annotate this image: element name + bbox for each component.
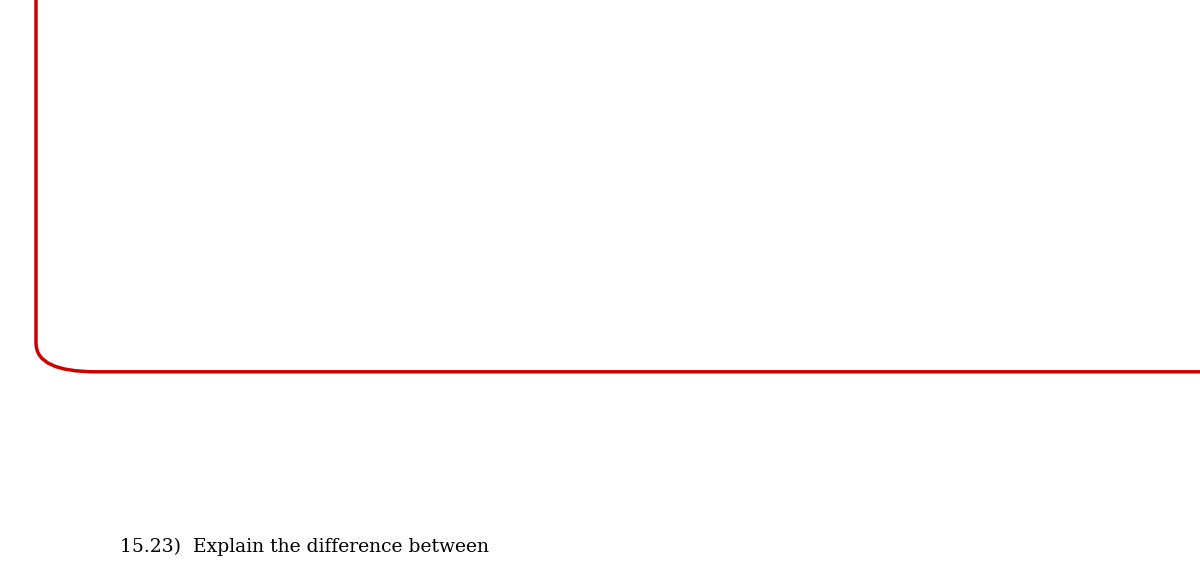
Text: concentration of acetyl-: concentration of acetyl-	[216, 43, 425, 60]
Text: Acetyl-: Acetyl-	[216, 160, 277, 177]
Text: 15.23)  Explain the difference between: 15.23) Explain the difference between	[120, 538, 496, 556]
Text: CoA: CoA	[943, 160, 980, 177]
